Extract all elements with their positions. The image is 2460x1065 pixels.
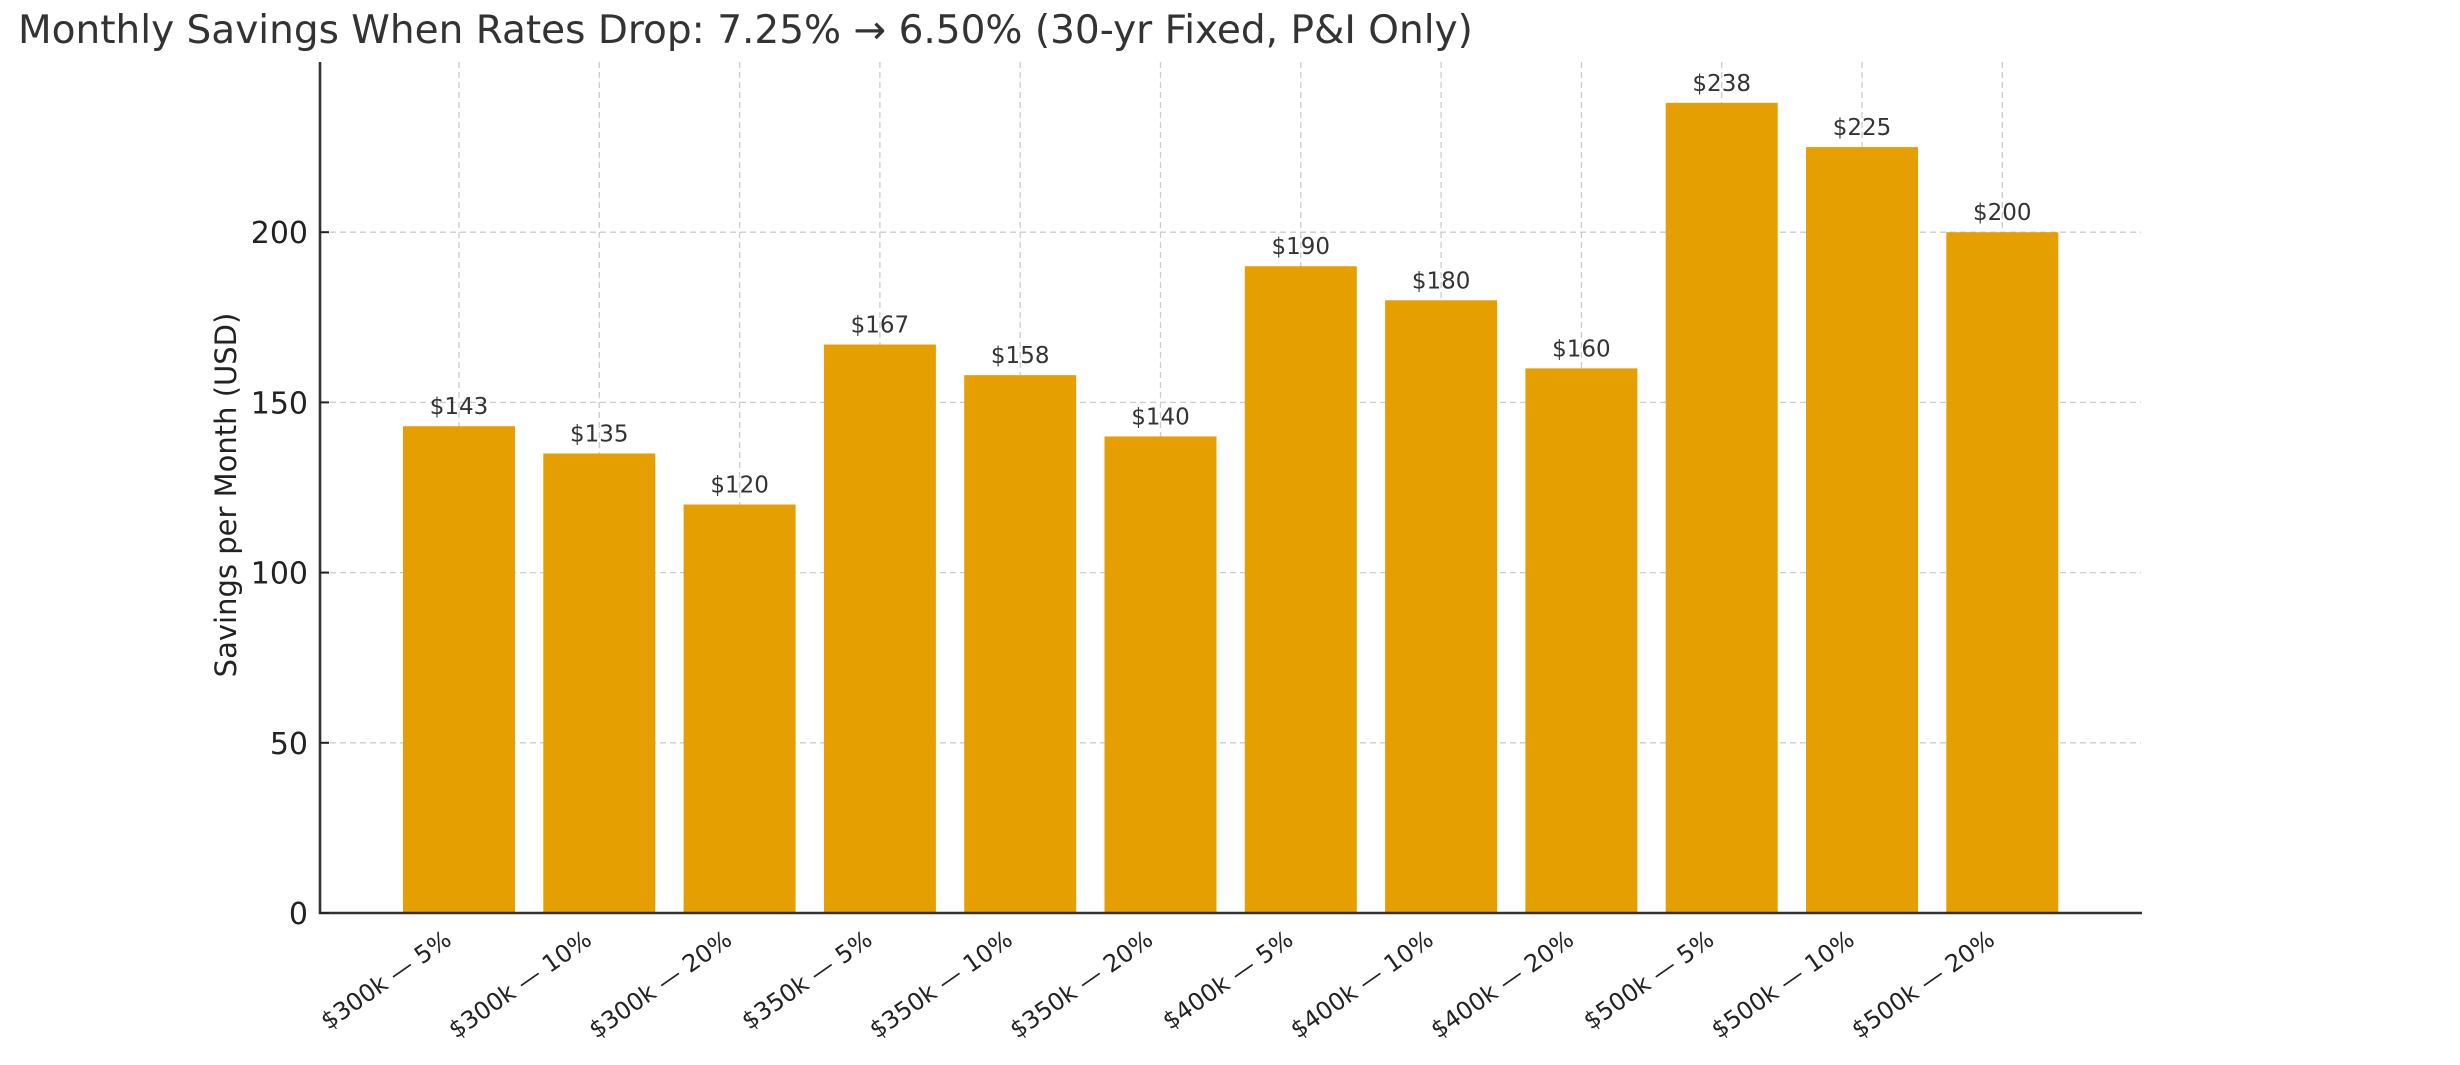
bar[interactable] (1385, 300, 1498, 913)
axes (318, 62, 2142, 915)
bar-value-label: $190 (1272, 234, 1331, 260)
x-tick-label: $400k — 20% (1426, 925, 1579, 1044)
x-tick-label: $400k — 10% (1285, 925, 1438, 1044)
bar[interactable] (1946, 232, 2059, 913)
bar[interactable] (823, 344, 936, 914)
y-tick-label: 100 (251, 557, 308, 592)
bar-value-label: $143 (430, 394, 489, 420)
bar-value-label: $160 (1552, 336, 1611, 362)
y-tick-label: 150 (251, 386, 308, 421)
bar[interactable] (1525, 368, 1638, 913)
x-axis-ticks: $300k — 5%$300k — 10%$300k — 20% $350k — … (316, 925, 2000, 1044)
x-tick-label: $500k — 20% (1846, 925, 1999, 1044)
x-tick-label: $300k — 20% (584, 925, 737, 1044)
y-axis-ticks: 0 50 100 150 200 (251, 216, 329, 932)
bar-value-label: $167 (851, 313, 910, 339)
x-tick-label: $500k — 10% (1706, 925, 1859, 1044)
bar[interactable] (1665, 102, 1778, 913)
x-tick-label: $350k — 10% (864, 925, 1017, 1044)
x-tick-label: $350k — 5% (737, 925, 878, 1035)
x-tick-label: $500k — 5% (1578, 925, 1719, 1035)
bar-value-label: $158 (991, 343, 1050, 369)
bar[interactable] (1806, 147, 1918, 914)
y-tick-label: 50 (270, 727, 308, 762)
y-tick-label: 200 (251, 216, 308, 251)
bar-value-label: $180 (1412, 268, 1471, 294)
x-tick-label: $300k — 10% (443, 925, 596, 1044)
bar-value-labels: $143 $135 $120 $167 $158 $140 $190 $180 $160 $238… (430, 71, 2032, 499)
bar-value-label: $140 (1131, 404, 1190, 430)
bar[interactable] (964, 375, 1077, 914)
y-axis-label: Savings per Month (USD) (209, 313, 243, 678)
x-tick-label: $350k — 20% (1005, 925, 1158, 1044)
bar-value-label: $200 (1973, 200, 2032, 226)
bar-value-label: $238 (1692, 71, 1751, 97)
bars (403, 102, 2059, 914)
bar[interactable] (543, 453, 656, 913)
y-tick-label: 0 (289, 897, 308, 932)
bar[interactable] (403, 426, 515, 913)
bar[interactable] (1244, 266, 1357, 913)
bar-value-label: $120 (710, 473, 769, 499)
x-tick-label: $400k — 5% (1157, 925, 1298, 1035)
bar-value-label: $225 (1833, 115, 1892, 141)
x-tick-label: $300k — 5% (316, 925, 457, 1035)
bar-value-label: $135 (570, 421, 629, 447)
bar[interactable] (683, 504, 796, 913)
bar[interactable] (1104, 436, 1217, 913)
chart-title: Monthly Savings When Rates Drop: 7.25% →… (18, 8, 1473, 53)
